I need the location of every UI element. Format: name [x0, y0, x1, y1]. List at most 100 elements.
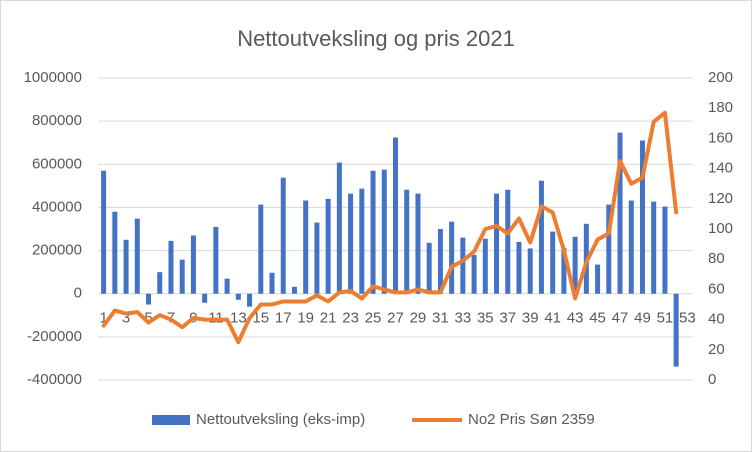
chart-title: Nettoutveksling og pris 2021 [237, 26, 515, 51]
bar [112, 211, 118, 294]
bar [393, 137, 398, 294]
x-tick-label: 53 [679, 310, 696, 327]
bar [595, 264, 601, 294]
bar [415, 193, 421, 294]
y-tick-label: 400000 [32, 198, 82, 215]
y-tick-label: 600000 [32, 155, 82, 172]
x-tick-label: 29 [410, 310, 427, 327]
bar [291, 286, 297, 294]
bar [516, 241, 522, 294]
x-tick-label: 15 [252, 310, 269, 327]
x-tick-label: 43 [567, 310, 584, 327]
bar [303, 200, 309, 294]
bar [235, 293, 241, 300]
bar [370, 170, 376, 294]
bar [224, 278, 230, 294]
y2-tick-label: 180 [708, 99, 733, 116]
legend-label: No2 Pris Søn 2359 [468, 411, 595, 428]
bar [101, 170, 107, 294]
y-tick-label: -200000 [27, 328, 82, 345]
bar [550, 231, 556, 294]
y2-tick-label: 160 [708, 129, 733, 146]
bar [673, 293, 679, 367]
y2-tick-label: 20 [708, 341, 725, 358]
bar [213, 226, 219, 294]
x-tick-label: 31 [432, 310, 449, 327]
bar [482, 238, 488, 294]
bar [336, 162, 342, 294]
y2-tick-label: 40 [708, 311, 725, 328]
y-tick-label: 0 [74, 285, 82, 302]
bar [202, 293, 208, 303]
bar [639, 140, 645, 294]
bar [628, 200, 634, 294]
bar [449, 221, 455, 294]
x-tick-label: 37 [499, 310, 516, 327]
x-tick-label: 3 [122, 310, 130, 327]
x-tick-label: 51 [657, 310, 674, 327]
x-tick-label: 39 [522, 310, 539, 327]
x-tick-label: 21 [320, 310, 337, 327]
x-tick-label: 27 [387, 310, 404, 327]
y2-tick-label: 120 [708, 190, 733, 207]
y2-tick-label: 140 [708, 160, 733, 177]
bar [538, 180, 544, 294]
bar [269, 272, 275, 294]
bar [572, 236, 578, 294]
x-tick-label: 19 [297, 310, 314, 327]
y2-tick-label: 200 [708, 69, 733, 86]
bar [280, 177, 286, 294]
x-tick-label: 23 [342, 310, 359, 327]
bar [381, 169, 387, 294]
x-tick-label: 41 [544, 310, 561, 327]
bar [190, 235, 196, 294]
legend-label: Nettoutveksling (eks-imp) [196, 411, 365, 428]
x-tick-label: 33 [455, 310, 472, 327]
x-tick-label: 1 [99, 310, 107, 327]
x-tick-label: 13 [230, 310, 247, 327]
bar [123, 239, 129, 294]
bar [314, 222, 320, 294]
x-tick-label: 47 [612, 310, 629, 327]
legend-swatch [152, 415, 190, 425]
x-tick-label: 49 [634, 310, 651, 327]
bar [404, 189, 410, 294]
x-tick-label: 5 [144, 310, 152, 327]
x-tick-label: 25 [365, 310, 382, 327]
bar [651, 201, 657, 294]
y2-tick-label: 0 [708, 371, 716, 388]
y2-tick-label: 60 [708, 280, 725, 297]
line [101, 110, 679, 345]
bar [561, 247, 567, 294]
bar [258, 204, 264, 294]
bar [247, 293, 253, 307]
y2-tick-label: 80 [708, 250, 725, 267]
x-tick-label: 45 [589, 310, 606, 327]
bar [179, 259, 185, 294]
y-tick-label: 1000000 [24, 69, 82, 86]
y-tick-label: -400000 [27, 371, 82, 388]
bar [662, 206, 668, 294]
x-tick-label: 17 [275, 310, 292, 327]
bar [471, 254, 477, 294]
y-tick-label: 200000 [32, 242, 82, 259]
bar [146, 293, 152, 305]
bar [348, 193, 354, 294]
bar [359, 188, 365, 294]
bar [494, 193, 500, 294]
bar [606, 204, 612, 294]
bar [325, 198, 331, 294]
bar [505, 189, 511, 294]
bar [168, 240, 174, 294]
bar [617, 132, 623, 294]
x-tick-label: 35 [477, 310, 494, 327]
bar [157, 272, 163, 294]
y2-tick-label: 100 [708, 220, 733, 237]
bar [134, 218, 140, 294]
bar [527, 248, 533, 294]
y-tick-label: 800000 [32, 112, 82, 129]
bar [426, 242, 432, 294]
bar [460, 237, 466, 294]
